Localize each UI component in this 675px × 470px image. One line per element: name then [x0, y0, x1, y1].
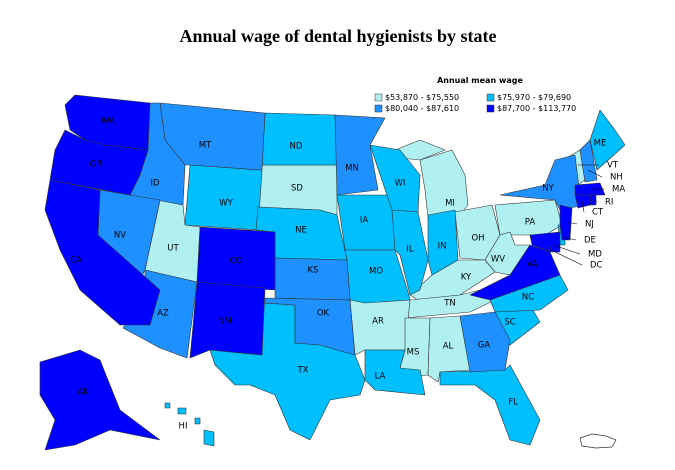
state-label: MI — [445, 199, 455, 209]
states — [39, 94, 626, 451]
state-shape — [344, 249, 411, 304]
state-shape — [364, 349, 426, 396]
legend-label: $53,870 - $75,550 — [385, 93, 459, 102]
state-label: GA — [478, 341, 491, 351]
state-label: NV — [114, 231, 126, 241]
leader-line — [581, 200, 585, 213]
state-label: SC — [504, 318, 515, 328]
state-label: OK — [317, 309, 330, 319]
state-labels: UT SD MI OH PA WV KY TN AR MS AL VT ND WY NE IA WI IL IN MO… — [70, 117, 625, 432]
state-shape — [44, 179, 161, 326]
state-shape — [184, 164, 263, 231]
state-shape — [274, 257, 351, 301]
state-label: WY — [219, 199, 233, 209]
state-label: ND — [290, 142, 303, 152]
legend-swatch — [374, 93, 383, 102]
state-label: MT — [199, 141, 212, 151]
state-label: TX — [296, 366, 308, 376]
state-shape — [579, 139, 598, 183]
state-shape — [484, 231, 531, 276]
state-label: WV — [491, 255, 505, 265]
legend-swatch — [486, 104, 495, 113]
state-label: NJ — [585, 220, 594, 230]
state-label: MD — [588, 250, 602, 260]
state-label: NY — [542, 184, 554, 194]
leader-line — [566, 221, 578, 225]
state-shape — [164, 402, 215, 447]
state-label: NC — [522, 293, 534, 303]
legend-label: $87,700 - $113,770 — [497, 104, 576, 113]
territory-shape — [579, 433, 617, 449]
state-shape — [49, 129, 149, 196]
state-shape — [469, 244, 561, 301]
state-label: WI — [395, 179, 406, 189]
legend-swatch — [374, 104, 383, 113]
state-label: MO — [369, 267, 383, 277]
state-shape — [559, 204, 573, 241]
state-label: MA — [612, 185, 625, 195]
state-label: DC — [590, 261, 603, 271]
state-shape — [494, 199, 563, 236]
state-shape — [196, 226, 276, 291]
state-label: ID — [150, 179, 160, 189]
state-shape — [369, 144, 421, 213]
state-shape — [39, 349, 161, 451]
state-label: MS — [407, 348, 420, 358]
leader-line — [592, 199, 598, 203]
state-label: SD — [291, 184, 303, 194]
state-label: IA — [360, 216, 369, 226]
state-label: OH — [471, 234, 484, 244]
state-label: AR — [372, 317, 384, 327]
legend-label: $75,970 - $79,690 — [497, 93, 571, 102]
state-label: AK — [77, 388, 89, 398]
state-label: TN — [443, 299, 456, 309]
leader-line — [552, 244, 581, 255]
state-label: VA — [526, 260, 537, 270]
state-label: KY — [461, 273, 472, 283]
state-label: HI — [179, 422, 188, 432]
state-label: LA — [375, 372, 386, 382]
state-label: PA — [525, 218, 536, 228]
state-label: UT — [167, 244, 179, 254]
legend-swatch — [486, 93, 495, 102]
state-label: CT — [592, 208, 604, 218]
map-title: Annual wage of dental hygienists by stat… — [179, 26, 496, 46]
state-label: DE — [584, 236, 596, 246]
state-shape — [261, 112, 338, 166]
state-shape — [459, 311, 511, 373]
state-shape — [427, 209, 459, 276]
state-label: CA — [70, 256, 82, 266]
state-shape — [545, 245, 551, 251]
leader-line — [548, 248, 583, 266]
state-label: NM — [218, 317, 232, 327]
state-shape — [574, 194, 591, 209]
state-label: MN — [345, 164, 359, 174]
state-label: VT — [607, 161, 619, 171]
state-shape — [391, 209, 429, 296]
legend-label: $80,040 - $87,610 — [385, 104, 459, 113]
state-label: FL — [508, 398, 518, 408]
state-shape — [349, 299, 411, 356]
state-label: NE — [295, 226, 307, 236]
state-label: RI — [605, 198, 613, 208]
legend-title: Annual mean wage — [437, 76, 523, 85]
state-label: CO — [230, 257, 243, 267]
state-shape — [574, 182, 606, 196]
leader-line — [587, 169, 603, 178]
leader-line — [561, 236, 577, 241]
state-label: NH — [610, 173, 623, 183]
state-shape — [189, 281, 266, 359]
state-shape — [439, 364, 541, 446]
state-label: WA — [101, 117, 115, 127]
state-shape — [264, 297, 356, 356]
state-label: IL — [406, 245, 414, 255]
state-label: KS — [308, 266, 319, 276]
state-label: IN — [438, 242, 447, 252]
state-label: AL — [443, 342, 454, 352]
state-shape — [334, 114, 386, 196]
state-label: AZ — [157, 309, 169, 319]
state-label: OR — [90, 160, 103, 170]
state-label: ME — [594, 139, 607, 149]
